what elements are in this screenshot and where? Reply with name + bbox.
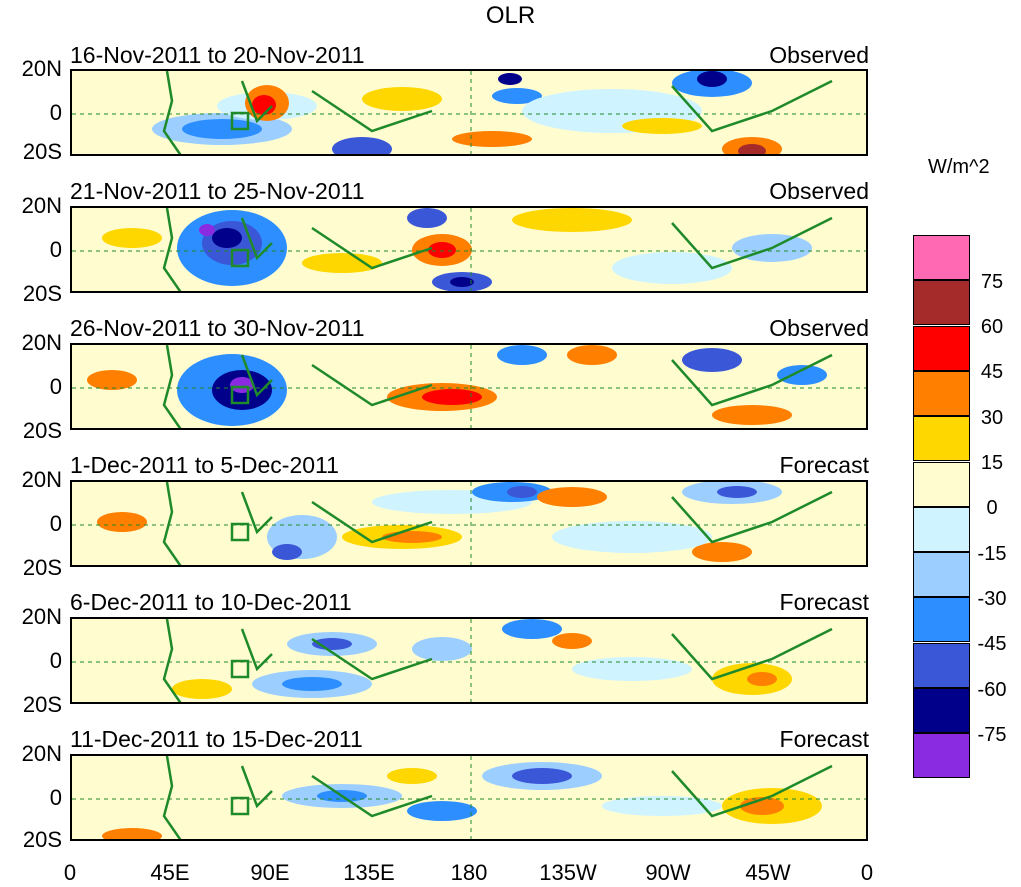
figure-title: OLR <box>485 2 536 29</box>
x-label-135e: 135E <box>343 860 395 885</box>
colorbar-label: 60 <box>980 316 1004 338</box>
colorbar-label: 75 <box>980 271 1004 293</box>
colorbar-swatch <box>913 326 970 371</box>
x-label-45e: 45E <box>150 860 190 885</box>
colorbar-label: -30 <box>977 588 1007 610</box>
y-label-20n: 20N <box>21 604 62 629</box>
y-label-0: 0 <box>49 648 62 673</box>
olr-panel-6 <box>70 754 868 841</box>
panel-1-period: 16-Nov-2011 to 20-Nov-2011 <box>70 42 365 68</box>
y-label-0: 0 <box>49 785 62 810</box>
colorbar-label: 45 <box>980 361 1004 383</box>
y-label-20s: 20S <box>22 692 62 717</box>
colorbar-swatch <box>913 280 970 325</box>
colorbar-label: 15 <box>980 452 1004 474</box>
anomaly-map-3 <box>72 345 866 428</box>
y-label-20s: 20S <box>22 139 62 164</box>
anomaly-map-1 <box>72 71 866 154</box>
panel-5-type: Forecast <box>779 589 869 615</box>
panel-4-type: Forecast <box>779 452 869 478</box>
y-label-20s: 20S <box>22 827 62 852</box>
y-label-20s: 20S <box>22 281 62 306</box>
y-label-0: 0 <box>49 511 62 536</box>
olr-panel-1 <box>70 69 868 156</box>
colorbar-title: W/m^2 <box>928 156 990 178</box>
y-label-20s: 20S <box>22 555 62 580</box>
colorbar-swatch <box>913 643 970 688</box>
panel-6-type: Forecast <box>779 726 869 752</box>
colorbar-label: -60 <box>977 679 1007 701</box>
panel-3-type: Observed <box>769 315 869 341</box>
anomaly-map-6 <box>72 756 866 839</box>
panel-1-type: Observed <box>769 42 869 68</box>
y-label-20n: 20N <box>21 330 62 355</box>
x-label-135w: 135W <box>539 860 597 885</box>
y-label-20n: 20N <box>21 56 62 81</box>
x-label-90w: 90W <box>645 860 691 885</box>
x-label-45w: 45W <box>745 860 791 885</box>
olr-panel-3 <box>70 343 868 430</box>
colorbar-label: -15 <box>977 543 1007 565</box>
colorbar-swatch <box>913 552 970 597</box>
y-label-20n: 20N <box>21 193 62 218</box>
colorbar-label: -45 <box>977 633 1007 655</box>
panel-4-period: 1-Dec-2011 to 5-Dec-2011 <box>70 452 339 478</box>
colorbar-swatch <box>913 597 970 642</box>
panel-2-period: 21-Nov-2011 to 25-Nov-2011 <box>70 178 365 204</box>
olr-panel-5 <box>70 617 868 704</box>
colorbar-label: -75 <box>977 724 1007 746</box>
colorbar-swatch <box>913 416 970 461</box>
panel-6-period: 11-Dec-2011 to 15-Dec-2011 <box>70 726 363 752</box>
y-label-20n: 20N <box>21 741 62 766</box>
x-label-90e: 90E <box>250 860 290 885</box>
x-label-0: 0 <box>63 860 77 885</box>
y-label-20n: 20N <box>21 467 62 492</box>
colorbar-swatch <box>913 235 970 280</box>
olr-panel-4 <box>70 480 868 567</box>
anomaly-map-5 <box>72 619 866 702</box>
x-label-0-end: 0 <box>860 860 874 885</box>
y-label-20s: 20S <box>22 418 62 443</box>
y-label-0: 0 <box>49 100 62 125</box>
x-label-180: 180 <box>450 860 488 885</box>
colorbar-swatch <box>913 462 970 507</box>
colorbar-swatch <box>913 688 970 733</box>
colorbar-swatch <box>913 371 970 416</box>
anomaly-map-4 <box>72 482 866 565</box>
panel-3-period: 26-Nov-2011 to 30-Nov-2011 <box>70 315 365 341</box>
panel-5-period: 6-Dec-2011 to 10-Dec-2011 <box>70 589 352 615</box>
y-label-0: 0 <box>49 374 62 399</box>
olr-panel-2 <box>70 206 868 293</box>
colorbar-label: 0 <box>986 497 998 519</box>
anomaly-map-2 <box>72 208 866 291</box>
panel-2-type: Observed <box>769 178 869 204</box>
y-label-0: 0 <box>49 237 62 262</box>
colorbar-swatch <box>913 733 970 778</box>
colorbar-swatch <box>913 507 970 552</box>
colorbar-label: 30 <box>980 407 1004 429</box>
